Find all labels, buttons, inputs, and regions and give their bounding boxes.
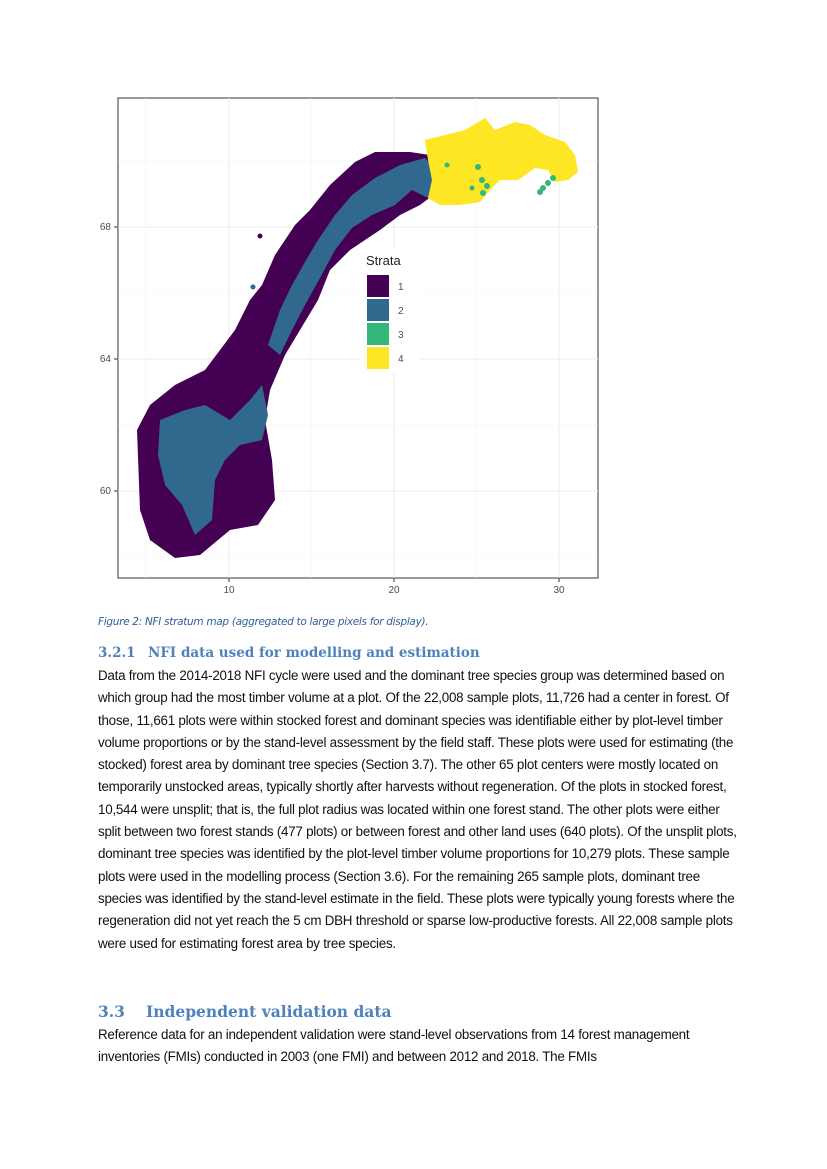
- legend-label-3: 3: [398, 330, 404, 341]
- figure-caption: Figure 2: NFI stratum map (aggregated to…: [98, 616, 429, 628]
- legend-swatch-2: [367, 299, 389, 321]
- section-number: 3.3: [98, 1002, 125, 1021]
- legend-swatch-4: [367, 347, 389, 369]
- stratum-3-cells: [444, 162, 556, 196]
- legend-label-1: 1: [398, 282, 404, 293]
- legend-label-4: 4: [398, 354, 404, 365]
- section-title: NFI data used for modelling and estimati…: [148, 645, 480, 661]
- section-title: Independent validation data: [146, 1002, 392, 1021]
- x-tick-label: 20: [388, 585, 400, 596]
- legend: Strata 1 2 3 4: [360, 247, 420, 372]
- legend-title: Strata: [366, 253, 401, 268]
- x-tick-label: 10: [223, 585, 235, 596]
- stratum-4-region: [425, 118, 578, 205]
- section-number: 3.2.1: [98, 645, 136, 661]
- section-3-3-paragraph: Reference data for an independent valida…: [98, 1027, 690, 1065]
- stratum-2-region-north: [268, 158, 445, 355]
- y-tick-label: 60: [100, 486, 112, 497]
- y-tick-label: 64: [100, 354, 112, 365]
- x-tick-label: 30: [553, 585, 565, 596]
- section-heading-3-2-1: 3.2.1 NFI data used for modelling and est…: [98, 645, 480, 661]
- section-3-2-1-paragraph: Data from the 2014-2018 NFI cycle were u…: [98, 668, 737, 951]
- y-tick-label: 68: [100, 222, 112, 233]
- stratum-map-figure: Strata 1 2 3 4 10 20 30 60 64 68: [100, 97, 599, 596]
- legend-label-2: 2: [398, 306, 404, 317]
- legend-swatch-1: [367, 275, 389, 297]
- stratum-2-region-south: [158, 385, 268, 535]
- legend-swatch-3: [367, 323, 389, 345]
- section-heading-3-3: 3.3 Independent validation data: [98, 1002, 392, 1021]
